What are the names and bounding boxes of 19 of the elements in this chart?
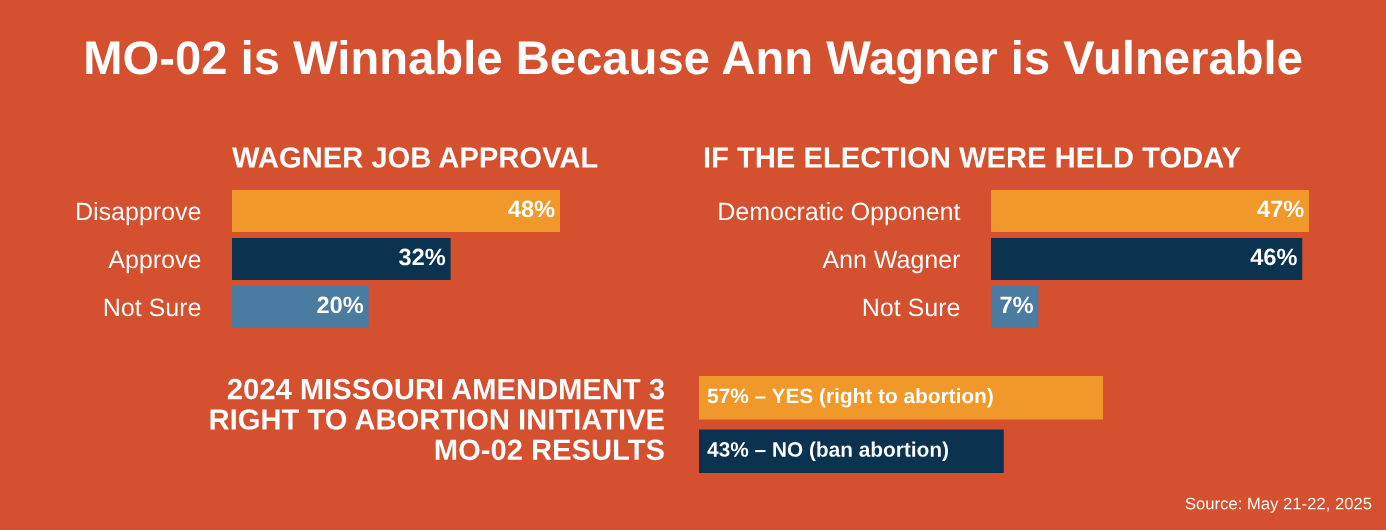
data-label: 48%: [508, 200, 555, 218]
y-tick-label: Ann Wagner: [822, 250, 961, 274]
text: 2024 MISSOURI AMENDMENT 3 RIGHT TO ABORTION INITIATIVE MO-02 RESULTS: [210, 378, 664, 461]
y-tick-label: Not Sure: [863, 298, 960, 317]
data-label: 57% – YES (right to abortion): [707, 387, 993, 408]
chart-subtitle: IF THE ELECTION WERE HELD TODAY: [704, 147, 1241, 168]
data-label: 43% – NO (ban abortion): [707, 441, 948, 461]
y-tick-label: Approve: [108, 250, 201, 274]
chart-subtitle: WAGNER JOB APPROVAL: [232, 147, 598, 168]
y-tick-label: Democratic Opponent: [719, 201, 961, 226]
source-note: Source: May 21-22, 2025: [1185, 497, 1372, 513]
data-label: 7%: [1000, 296, 1033, 314]
data-label: 32%: [399, 248, 446, 266]
data-label: 20%: [317, 296, 364, 314]
text: MO-02 is Winnable Because Ann Wagner is Vulnerable: [86, 39, 1302, 85]
y-tick-label: Not Sure: [104, 298, 201, 317]
data-label: 47%: [1257, 200, 1304, 218]
data-label: 46%: [1250, 248, 1297, 266]
y-tick-label: Disapprove: [77, 201, 201, 226]
